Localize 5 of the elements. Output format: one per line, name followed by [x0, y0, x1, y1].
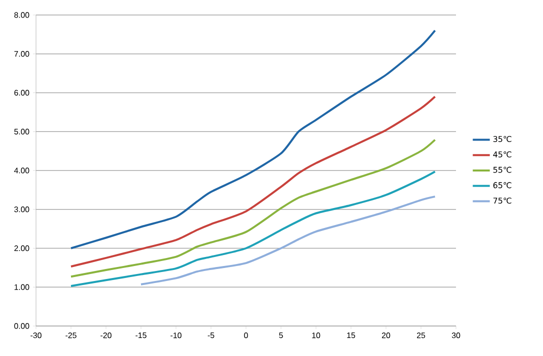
line-series: [70, 170, 436, 287]
line-series: [70, 30, 436, 250]
line-series: [140, 196, 436, 286]
line-series: [70, 96, 436, 268]
line-series: [70, 138, 436, 278]
